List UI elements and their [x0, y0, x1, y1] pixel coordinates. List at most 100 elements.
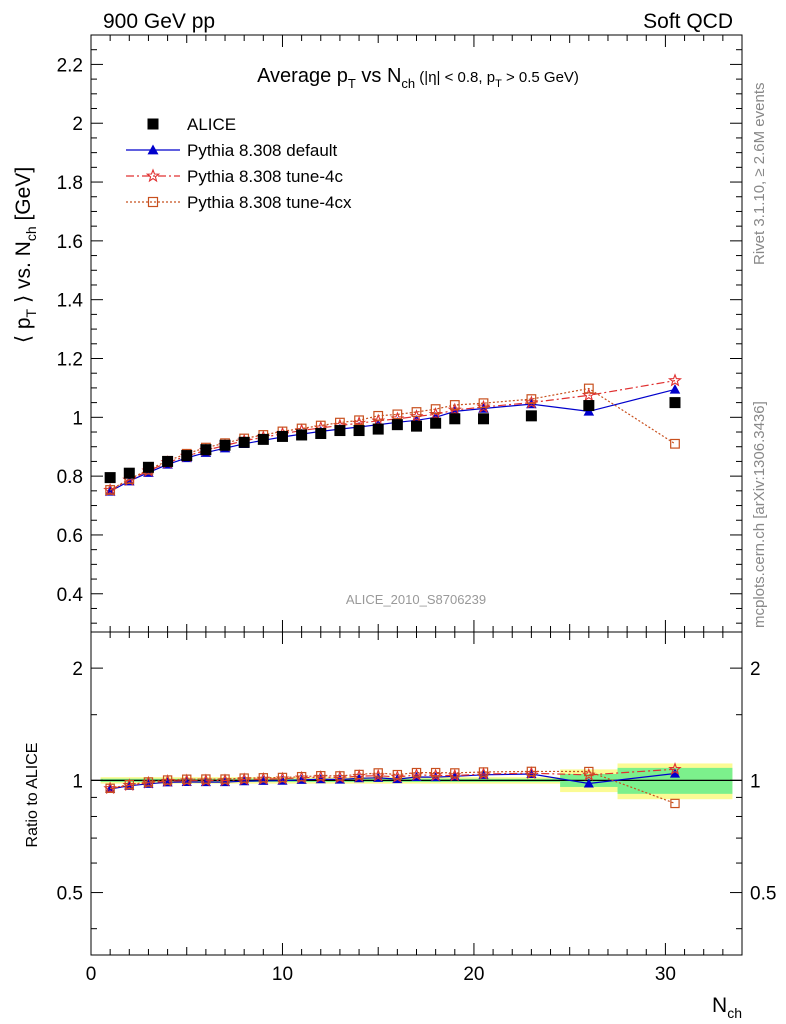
- main-series-0: [104, 397, 681, 484]
- main-data-point: [372, 423, 384, 435]
- x-tick-label: 20: [463, 964, 484, 985]
- main-y-tick-label: 0.4: [57, 585, 84, 606]
- main-data-point: [478, 413, 490, 425]
- main-data-point: [667, 373, 683, 387]
- main-panel: 0.4 0.6 0.8 1 1.2 1.4 1.6 1.8 2 2.2 Average pT vs…: [12, 34, 743, 633]
- main-data-point: [392, 409, 403, 420]
- ratio-data-point: [354, 769, 364, 780]
- ratio-data-point: [411, 767, 422, 778]
- ratio-data-point: [296, 771, 307, 782]
- ratio-data-point: [670, 798, 680, 809]
- legend-label: Pythia 8.308 default: [187, 141, 338, 160]
- main-data-point: [219, 439, 231, 451]
- ratio-panel: 0.5 0.51 12 20 10 20 30 Ratio to ALICE Nch: [24, 631, 776, 1021]
- ratio-data-point: [316, 771, 326, 781]
- ratio-y-tick-label-right: 1: [750, 771, 761, 792]
- main-data-point: [315, 427, 327, 439]
- ratio-data-point: [392, 769, 403, 780]
- ratio-data-point: [258, 773, 269, 783]
- x-tick-label: 30: [655, 964, 676, 985]
- legend-label: Pythia 8.308 tune-4cx: [187, 193, 352, 212]
- ratio-series-line: [110, 768, 676, 790]
- ratio-data-point: [430, 767, 441, 778]
- process-label: Soft QCD: [643, 10, 733, 33]
- main-y-tick-label: 0.6: [57, 526, 83, 547]
- ratio-data-point: [669, 768, 681, 778]
- main-data-point: [669, 397, 681, 409]
- main-data-point: [200, 444, 212, 456]
- ratio-data-point: [124, 779, 134, 790]
- main-data-point: [334, 425, 346, 437]
- main-data-point: [526, 394, 537, 404]
- main-data-point: [583, 400, 595, 412]
- legend-label: Pythia 8.308 tune-4c: [187, 167, 343, 186]
- ratio-data-point: [526, 766, 537, 777]
- ratio-data-point: [277, 772, 288, 783]
- legend-marker: [147, 118, 159, 130]
- main-series-line: [109, 380, 676, 491]
- legend-label: ALICE: [187, 115, 236, 134]
- main-data-point: [391, 419, 403, 431]
- main-y-tick-label: 2: [72, 114, 83, 135]
- main-axis-ticks: 0.4 0.6 0.8 1 1.2 1.4 1.6 1.8 2 2.2: [57, 35, 743, 632]
- main-data-point: [162, 455, 174, 467]
- ratio-y-tick-label-right: 0.5: [750, 884, 776, 905]
- ratio-series-layer: [103, 762, 682, 809]
- ratio-data-point: [584, 766, 594, 777]
- main-data-point: [525, 410, 537, 422]
- main-y-tick-label: 1.6: [57, 232, 83, 253]
- mcplots-label: mcplots.cern.ch [arXiv:1306.3436]: [751, 401, 768, 628]
- main-data-point: [238, 436, 250, 448]
- ratio-y-tick-label-right: 2: [750, 659, 761, 680]
- ratio-data-point: [450, 768, 460, 778]
- main-data-point: [296, 429, 308, 441]
- ratio-data-point: [143, 777, 154, 787]
- ratio-data-point: [201, 774, 211, 784]
- main-data-point: [581, 387, 596, 402]
- main-data-point: [353, 425, 365, 437]
- main-data-point: [583, 383, 594, 394]
- main-data-point: [354, 415, 364, 426]
- main-data-point: [373, 410, 384, 421]
- ratio-data-point: [373, 768, 383, 778]
- x-tick-label: 0: [86, 964, 97, 985]
- main-data-point: [105, 485, 116, 495]
- main-data-point: [478, 398, 489, 409]
- main-data-point: [430, 417, 442, 429]
- main-data-point: [411, 407, 422, 417]
- ratio-y-tick-label-left: 2: [72, 659, 83, 680]
- x-axis-label: Nch: [712, 994, 742, 1021]
- legend-marker: [147, 144, 159, 155]
- main-y-tick-label: 0.8: [57, 467, 83, 488]
- main-data-point: [276, 430, 288, 442]
- main-data-point: [181, 450, 193, 462]
- main-data-point: [449, 413, 461, 425]
- legend-marker: [147, 196, 159, 208]
- ratio-series-2: [105, 766, 680, 809]
- main-y-tick-label: 1.8: [57, 173, 83, 194]
- ratio-data-point: [239, 773, 249, 783]
- main-data-point: [142, 461, 154, 473]
- ratio-y-tick-label-left: 1: [72, 771, 83, 792]
- main-y-tick-label: 1: [72, 408, 83, 429]
- main-data-point: [257, 433, 269, 445]
- ratio-data-point: [105, 783, 115, 794]
- main-data-point: [430, 404, 441, 414]
- main-y-tick-label: 2.2: [57, 55, 83, 76]
- ratio-y-axis-label: Ratio to ALICE: [24, 743, 41, 848]
- ratio-data-point: [478, 767, 489, 777]
- main-y-axis-label: ⟨ pT ⟩ vs. Nch [GeV]: [12, 167, 39, 343]
- legend-entry: Pythia 8.308 tune-4cx: [126, 193, 352, 212]
- main-series-layer: [103, 373, 683, 497]
- ratio-axis-ticks: 0.5 0.51 12 20 10 20 30: [57, 631, 776, 985]
- ratio-y-tick-label-left: 0.5: [57, 884, 83, 905]
- main-data-point: [670, 438, 680, 449]
- legend-entry: ALICE: [147, 115, 236, 134]
- main-data-point: [104, 472, 116, 484]
- legend-marker: [145, 168, 161, 183]
- ratio-data-point: [220, 774, 230, 784]
- ratio-data-point: [162, 775, 173, 785]
- main-data-point: [449, 400, 460, 410]
- collision-label: 900 GeV pp: [103, 10, 215, 33]
